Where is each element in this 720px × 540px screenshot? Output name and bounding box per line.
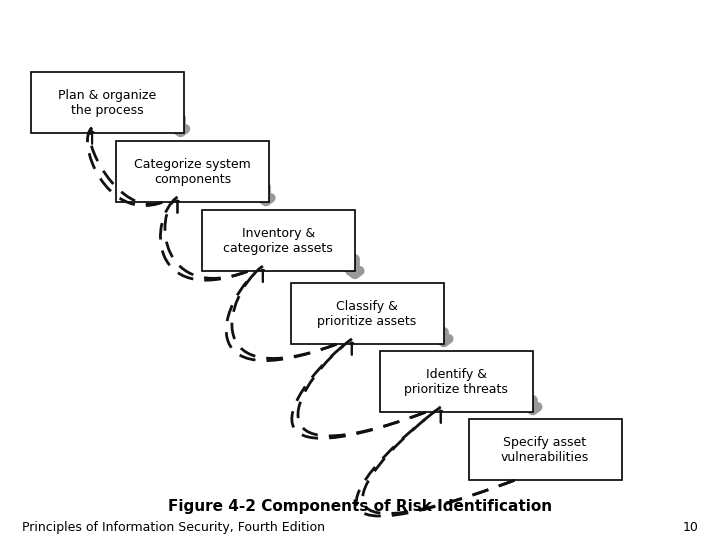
FancyBboxPatch shape	[379, 351, 533, 412]
Text: Identify &
prioritize threats: Identify & prioritize threats	[404, 368, 508, 396]
Text: Figure 4-2 Components of Risk Identification: Figure 4-2 Components of Risk Identifica…	[168, 499, 552, 514]
FancyBboxPatch shape	[116, 141, 269, 202]
FancyBboxPatch shape	[202, 210, 355, 271]
Text: 10: 10	[683, 521, 698, 534]
Text: Categorize system
components: Categorize system components	[135, 158, 251, 186]
Text: Inventory &
categorize assets: Inventory & categorize assets	[223, 227, 333, 255]
Text: Specify asset
vulnerabilities: Specify asset vulnerabilities	[501, 436, 589, 464]
Text: Classify &
prioritize assets: Classify & prioritize assets	[318, 300, 417, 328]
Text: Principles of Information Security, Fourth Edition: Principles of Information Security, Four…	[22, 521, 325, 534]
FancyBboxPatch shape	[469, 419, 621, 480]
FancyBboxPatch shape	[291, 283, 444, 344]
Text: Plan & organize
the process: Plan & organize the process	[58, 89, 156, 117]
FancyBboxPatch shape	[31, 72, 184, 133]
